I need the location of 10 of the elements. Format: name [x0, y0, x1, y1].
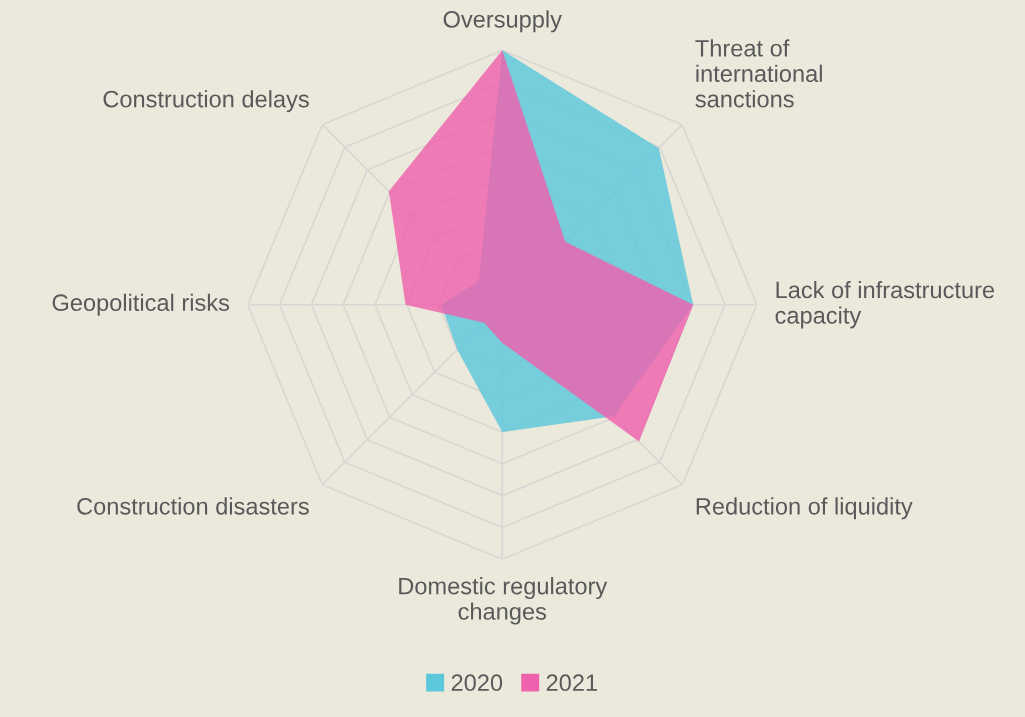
spoke-label: Lack of infrastructure capacity — [775, 281, 995, 329]
spoke-label: Construction delays — [103, 90, 309, 113]
legend-label: 2020 — [451, 674, 503, 692]
spoke-label: Construction disasters — [77, 497, 309, 515]
spoke-label: Reduction of liquidity — [696, 497, 913, 520]
legend-label: 2021 — [546, 674, 597, 692]
spoke-label: Geopolitical risks — [52, 293, 230, 316]
spoke-label: Threat of international sanctions — [695, 39, 822, 108]
spoke-label: Oversupply — [443, 10, 562, 33]
spoke-label: Domestic regulatory changes — [399, 577, 608, 625]
